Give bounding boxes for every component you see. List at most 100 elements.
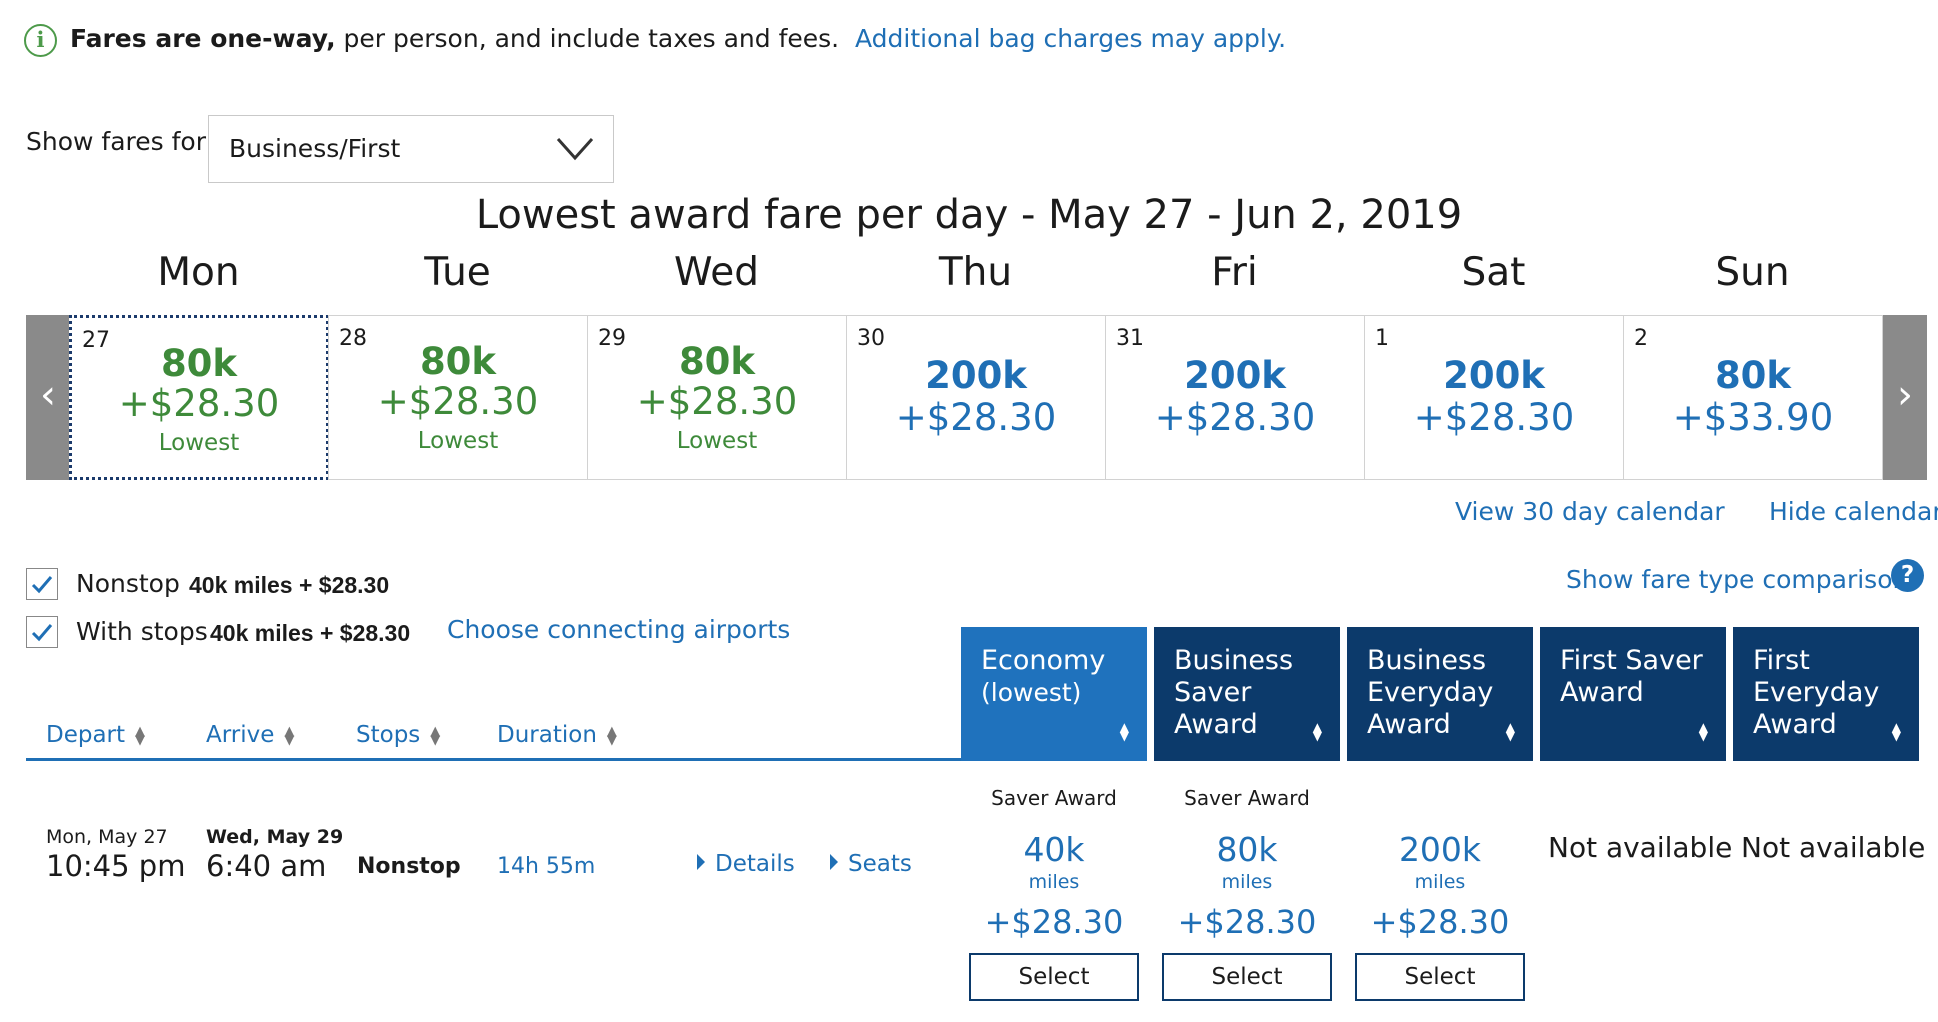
sort-icon: ▲ ▼ xyxy=(1505,720,1515,743)
bag-charges-link[interactable]: Additional bag charges may apply. xyxy=(855,24,1287,53)
fare-award-label: Saver Award xyxy=(1184,786,1310,810)
calendar-lowest-tag: Lowest xyxy=(676,428,758,454)
fare-column-first-everyday[interactable]: First Everyday Award ▲ ▼ xyxy=(1733,627,1919,761)
day-header-sat: Sat xyxy=(1461,250,1526,295)
calendar-miles: 80k xyxy=(1714,354,1792,397)
fare-column-economy[interactable]: Economy (lowest) ▲ ▼ xyxy=(961,627,1147,761)
fare-miles: 80k xyxy=(1216,830,1278,869)
sort-arrive-label: Arrive xyxy=(206,722,275,748)
sort-icon: ▲ ▼ xyxy=(1119,720,1129,743)
sort-icon: ▲ ▼ xyxy=(135,723,146,748)
fare-class-select[interactable]: Business/First xyxy=(208,115,614,183)
fares-for-label: Show fares for xyxy=(26,127,206,156)
fare-column-title: Economy (lowest) xyxy=(981,645,1105,709)
help-icon[interactable]: ? xyxy=(1891,559,1924,592)
calendar-price: +$28.30 xyxy=(118,382,280,425)
depart-day: Mon, May 27 xyxy=(46,826,168,848)
arrive-day: Wed, May 29 xyxy=(206,826,344,848)
calendar-day-31[interactable]: 31 200k +$28.30 xyxy=(1105,315,1365,480)
fare-option-economy: Saver Award 40k miles +$28.30 Select xyxy=(959,786,1149,1001)
calendar-price: +$28.30 xyxy=(1154,396,1316,439)
depart-time: 10:45 pm xyxy=(46,849,186,883)
sort-icon: ▲ ▼ xyxy=(430,723,441,748)
fare-miles-unit: miles xyxy=(1221,871,1273,893)
calendar-miles: 200k xyxy=(925,354,1027,397)
calendar-price: +$28.30 xyxy=(377,380,539,423)
select-button[interactable]: Select xyxy=(969,953,1139,1001)
fare-miles-unit: miles xyxy=(1414,871,1466,893)
sort-icon: ▲ ▼ xyxy=(1891,720,1901,743)
calendar-prev-button[interactable]: ‹ xyxy=(26,315,70,480)
sort-arrive[interactable]: Arrive ▲ ▼ xyxy=(206,722,294,748)
fare-column-title: Business Everyday Award xyxy=(1367,645,1493,741)
sort-duration[interactable]: Duration ▲ ▼ xyxy=(497,722,617,748)
fare-column-title: First Saver Award xyxy=(1560,645,1703,709)
chevron-down-icon xyxy=(556,137,594,161)
sort-icon: ▲ ▼ xyxy=(1312,720,1322,743)
calendar-day-29[interactable]: 29 80k +$28.30 Lowest xyxy=(587,315,847,480)
sort-stops-label: Stops xyxy=(356,722,421,748)
calendar-price: +$28.30 xyxy=(1413,396,1575,439)
fare-type-comparison-link[interactable]: Show fare type comparison xyxy=(1566,565,1909,594)
flight-duration: 14h 55m xyxy=(497,854,596,879)
fare-notice: Fares are one-way, per person, and inclu… xyxy=(70,20,1286,58)
calendar-price: +$28.30 xyxy=(636,380,798,423)
day-header-wed: Wed xyxy=(673,250,760,295)
with-stops-value: 40k miles + $28.30 xyxy=(210,620,411,646)
calendar-day-28[interactable]: 28 80k +$28.30 Lowest xyxy=(328,315,588,480)
day-header-mon: Mon xyxy=(157,250,240,295)
fare-column-line: First xyxy=(1753,645,1810,676)
fare-column-line: Award xyxy=(1560,677,1644,708)
notice-text: per person, and include taxes and fees. xyxy=(335,24,840,53)
fare-column-first-saver[interactable]: First Saver Award ▲ ▼ xyxy=(1540,627,1726,761)
fare-column-business-saver[interactable]: Business Saver Award ▲ ▼ xyxy=(1154,627,1340,761)
day-header-thu: Thu xyxy=(938,250,1013,295)
fare-column-line: Everyday xyxy=(1753,677,1880,708)
calendar-date: 27 xyxy=(82,328,110,353)
fare-column-line: (lowest) xyxy=(981,678,1082,707)
fare-column-line: Economy xyxy=(981,645,1106,676)
sort-icon: ▲ ▼ xyxy=(606,723,617,748)
calendar-day-1[interactable]: 1 200k +$28.30 xyxy=(1364,315,1624,480)
details-link-label: Details xyxy=(715,851,795,877)
first-everyday-not-available: Not available xyxy=(1741,831,1926,864)
calendar-miles: 200k xyxy=(1184,354,1286,397)
choose-connecting-airports-link[interactable]: Choose connecting airports xyxy=(447,615,791,644)
fare-column-line: Award xyxy=(1753,709,1837,740)
calendar-price: +$33.90 xyxy=(1672,396,1834,439)
chevron-left-icon: ‹ xyxy=(40,372,56,418)
fare-award-label xyxy=(1345,786,1535,810)
with-stops-checkbox[interactable] xyxy=(26,616,58,648)
calendar-date: 29 xyxy=(598,326,626,351)
calendar-lowest-tag: Lowest xyxy=(158,430,240,456)
arrive-time: 6:40 am xyxy=(206,849,327,883)
details-link[interactable]: Details xyxy=(697,851,795,877)
notice-bold: Fares are one-way, xyxy=(70,24,336,53)
check-icon xyxy=(31,624,53,642)
calendar-day-2[interactable]: 2 80k +$33.90 xyxy=(1623,315,1883,480)
calendar-price: +$28.30 xyxy=(895,396,1057,439)
fare-option-business-everyday: 200k miles +$28.30 Select xyxy=(1345,786,1535,1001)
calendar-next-button[interactable]: › xyxy=(1883,315,1927,480)
nonstop-label: Nonstop xyxy=(76,569,180,598)
calendar-title: Lowest award fare per day - May 27 - Jun… xyxy=(475,192,1463,238)
select-button[interactable]: Select xyxy=(1162,953,1332,1001)
fare-column-business-everyday[interactable]: Business Everyday Award ▲ ▼ xyxy=(1347,627,1533,761)
calendar-date: 2 xyxy=(1634,326,1648,351)
fare-column-line: Business xyxy=(1367,645,1487,676)
select-button[interactable]: Select xyxy=(1355,953,1525,1001)
nonstop-checkbox[interactable] xyxy=(26,568,58,600)
hide-calendar-link[interactable]: Hide calendar xyxy=(1769,497,1938,526)
calendar-day-27[interactable]: 27 80k +$28.30 Lowest xyxy=(69,315,329,480)
sort-stops[interactable]: Stops ▲ ▼ xyxy=(356,722,440,748)
calendar-day-30[interactable]: 30 200k +$28.30 xyxy=(846,315,1106,480)
sort-depart-label: Depart xyxy=(46,722,126,748)
view-30-day-calendar-link[interactable]: View 30 day calendar xyxy=(1455,497,1725,526)
caret-right-icon xyxy=(697,854,705,870)
seats-link[interactable]: Seats xyxy=(830,851,912,877)
fare-column-line: First Saver xyxy=(1560,645,1703,676)
fare-miles: 200k xyxy=(1398,830,1482,869)
chevron-right-icon: › xyxy=(1897,372,1913,418)
sort-depart[interactable]: Depart ▲ ▼ xyxy=(46,722,145,748)
fare-price: +$28.30 xyxy=(984,903,1124,941)
